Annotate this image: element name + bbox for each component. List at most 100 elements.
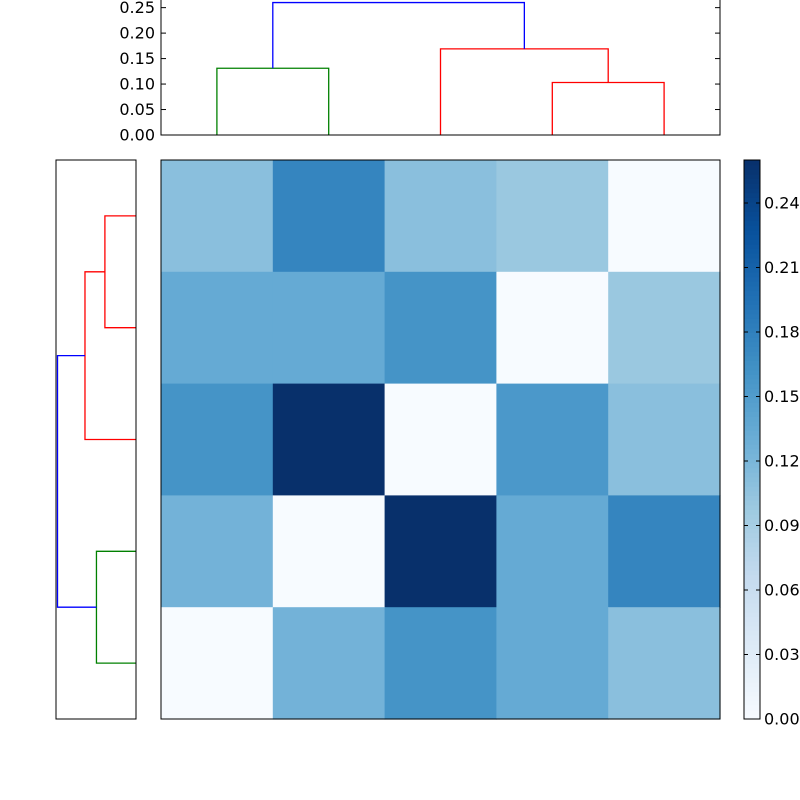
colorbar-segment <box>744 183 760 189</box>
colorbar-segment <box>744 546 760 552</box>
heatmap-cell <box>384 383 497 496</box>
colorbar-segment <box>744 295 760 301</box>
heatmap-cell <box>384 271 497 385</box>
colorbar-segment <box>744 416 760 422</box>
heatmap-cell <box>161 271 274 385</box>
heatmap-cell <box>161 383 274 496</box>
colorbar-segment <box>744 560 760 566</box>
colorbar-segment <box>744 523 760 529</box>
heatmap-cell <box>496 271 609 385</box>
colorbar-segment <box>744 472 760 478</box>
colorbar-segment <box>744 290 760 296</box>
colorbar-tick-label: 0.06 <box>764 581 800 600</box>
colorbar-segment <box>744 583 760 590</box>
colorbar-segment <box>744 504 760 510</box>
colorbar-segment <box>744 323 760 329</box>
colorbar-segment <box>744 518 760 524</box>
colorbar-segment <box>744 337 760 343</box>
colorbar-segment <box>744 318 760 324</box>
colorbar-segment <box>744 364 760 371</box>
colorbar-segment <box>744 257 760 264</box>
top-dendrogram-frame <box>160 0 721 136</box>
colorbar-segment <box>744 467 760 473</box>
colorbar-segment <box>744 597 760 604</box>
colorbar-segment <box>744 225 760 231</box>
colorbar-segment <box>744 341 760 347</box>
heatmap-cell <box>272 383 386 496</box>
colorbar-segment <box>744 593 760 599</box>
colorbar-segment <box>744 555 760 562</box>
colorbar-segment <box>744 514 760 520</box>
colorbar-segment <box>744 169 760 175</box>
heatmap-cell <box>161 160 274 273</box>
colorbar-segment <box>744 369 760 375</box>
colorbar-segment <box>744 528 760 534</box>
colorbar-tick-label: 0.21 <box>764 258 800 277</box>
heatmap-cell <box>272 271 386 385</box>
colorbar-segment <box>744 686 760 692</box>
heatmap-cell <box>272 160 386 273</box>
colorbar-segment <box>744 691 760 697</box>
heatmap-cell <box>384 607 497 720</box>
left-dendrogram-link <box>104 215 136 329</box>
colorbar-segment <box>744 663 760 669</box>
heatmap-cell <box>496 495 609 608</box>
colorbar-segment <box>744 490 760 496</box>
colorbar-segment <box>744 402 760 408</box>
colorbar-segment <box>744 569 760 576</box>
colorbar-segment <box>744 192 760 198</box>
colorbar-segment <box>744 453 760 459</box>
colorbar-segment <box>744 201 760 208</box>
colorbar-segment <box>744 625 760 632</box>
heatmap-cell <box>161 495 274 608</box>
colorbar-segment <box>744 434 760 441</box>
colorbar-segment <box>744 439 760 445</box>
colorbar-segment <box>744 332 760 338</box>
colorbar-segment <box>744 714 760 720</box>
colorbar-segment <box>744 500 760 506</box>
colorbar-segment <box>744 486 760 492</box>
heatmap-cell <box>161 607 274 720</box>
colorbar-segment <box>744 653 760 660</box>
colorbar-segment <box>744 476 760 483</box>
colorbar-segment <box>744 309 760 315</box>
colorbar-segment <box>744 448 760 455</box>
colorbar-segment <box>744 677 760 683</box>
colorbar-segment <box>744 173 760 180</box>
colorbar-segment <box>744 248 760 254</box>
heatmap-frame <box>160 159 721 720</box>
left-dendrogram <box>55 159 137 720</box>
top-dendrogram-link <box>439 48 609 135</box>
colorbar-segment <box>744 392 760 399</box>
colorbar-segment <box>744 206 760 212</box>
colorbar-segment <box>744 243 760 250</box>
colorbar-segment <box>744 635 760 641</box>
heatmap-cell <box>608 383 721 496</box>
colorbar-segment <box>744 304 760 310</box>
colorbar-segment <box>744 532 760 538</box>
colorbar-segment <box>744 397 760 403</box>
colorbar-segment <box>744 378 760 385</box>
colorbar-segment <box>744 667 760 674</box>
colorbar-segment <box>744 639 760 646</box>
colorbar-segment <box>744 579 760 585</box>
colorbar-segment <box>744 681 760 687</box>
colorbar-segment <box>744 299 760 306</box>
colorbar-segment <box>744 253 760 259</box>
colorbar-segment <box>744 215 760 222</box>
colorbar-segment <box>744 551 760 557</box>
colorbar-segment <box>744 616 760 622</box>
colorbar-segment <box>744 430 760 436</box>
heatmap-cell <box>272 607 386 720</box>
colorbar-segment <box>744 611 760 618</box>
colorbar-segment <box>744 630 760 636</box>
colorbar-segment <box>744 271 760 278</box>
heatmap-cell <box>384 495 497 608</box>
heatmap-cell <box>496 383 609 496</box>
colorbar-segment <box>744 346 760 352</box>
top-dendrogram-link <box>272 1 525 69</box>
left-dendrogram-link <box>56 355 97 608</box>
colorbar-tick-label: 0.24 <box>764 194 800 213</box>
colorbar-tick-label: 0.03 <box>764 645 800 664</box>
